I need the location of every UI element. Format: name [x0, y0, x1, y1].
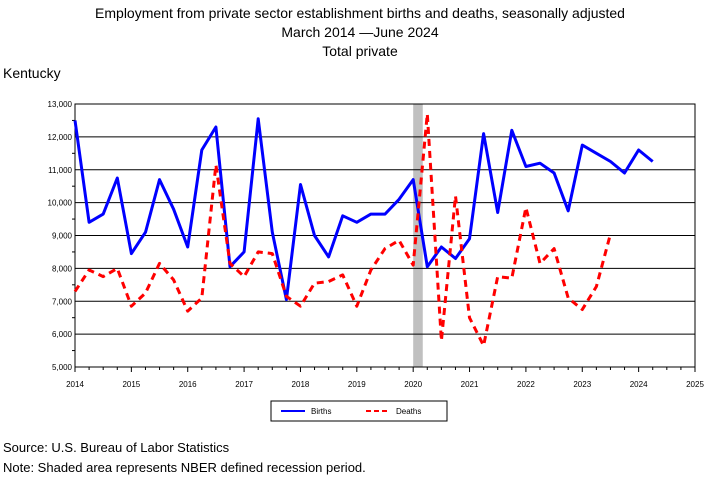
chart-date-range: March 2014 —June 2024 — [281, 24, 439, 40]
x-tick-label: 2024 — [630, 380, 648, 389]
y-tick-label: 13,000 — [48, 100, 73, 109]
x-tick-label: 2020 — [404, 380, 422, 389]
x-tick-label: 2023 — [573, 380, 591, 389]
x-tick-label: 2022 — [517, 380, 535, 389]
source-note: Source: U.S. Bureau of Labor Statistics — [3, 440, 230, 455]
series-line-deaths — [73, 112, 612, 348]
x-tick-label: 2014 — [66, 380, 84, 389]
y-tick-label: 5,000 — [52, 363, 73, 372]
legend-label-deaths: Deaths — [396, 407, 421, 416]
region-label: Kentucky — [3, 65, 61, 81]
y-tick-label: 8,000 — [52, 264, 73, 273]
y-tick-label: 12,000 — [48, 133, 73, 142]
x-tick-label: 2017 — [235, 380, 253, 389]
x-tick-label: 2015 — [122, 380, 140, 389]
x-tick-label: 2019 — [348, 380, 366, 389]
line-chart: 5,000 6,000 7,000 8,000 9,000 10,000 11,000 12,… — [48, 100, 704, 422]
x-tick-label: 2016 — [179, 380, 197, 389]
y-tick-label: 7,000 — [52, 297, 73, 306]
y-tick-label: 9,000 — [52, 232, 73, 241]
x-tick-label: 2018 — [292, 380, 310, 389]
series-line-births — [73, 117, 654, 302]
x-tick-label: 2025 — [686, 380, 704, 389]
y-tick-label: 6,000 — [52, 330, 73, 339]
chart-title: Employment from private sector establish… — [95, 5, 625, 21]
plot-frame — [74, 103, 696, 368]
x-tick-label: 2021 — [461, 380, 479, 389]
legend-label-births: Births — [311, 407, 331, 416]
legend-box — [270, 400, 448, 422]
chart-subtitle: Total private — [322, 43, 398, 59]
chart-title-block: Employment from private sector establish… — [0, 4, 720, 61]
y-tick-label: 11,000 — [48, 166, 72, 175]
recession-note: Note: Shaded area represents NBER define… — [3, 460, 366, 475]
y-tick-label: 10,000 — [48, 199, 73, 208]
